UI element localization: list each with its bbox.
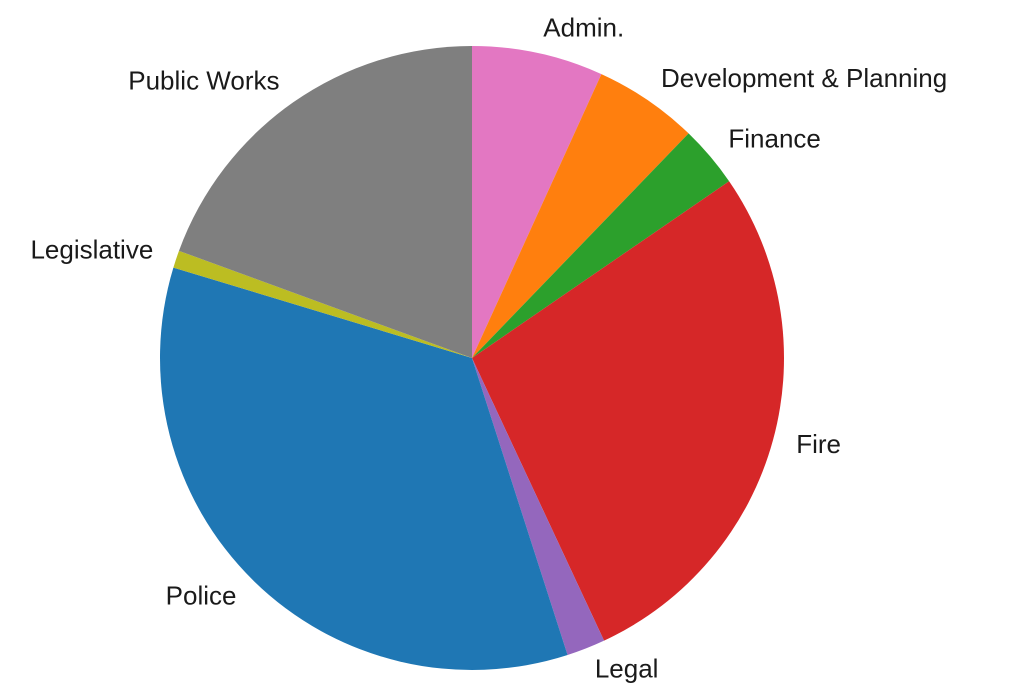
pie-slice	[472, 358, 605, 656]
slice-label: Public Works	[128, 65, 279, 95]
pie-slice	[178, 46, 472, 358]
pie-slice	[159, 267, 568, 670]
pie-slice	[472, 181, 785, 641]
slice-label: Finance	[728, 124, 821, 154]
pie-slice	[173, 250, 473, 358]
slice-label: Police	[166, 581, 237, 611]
slice-label: Legislative	[30, 234, 153, 264]
slice-label: Fire	[796, 429, 841, 459]
pie-slice	[472, 74, 689, 358]
slice-label: Admin.	[543, 13, 624, 43]
slice-label: Development & Planning	[661, 63, 947, 93]
pie-slice	[472, 46, 602, 358]
slice-label: Legal	[595, 654, 659, 684]
pie-slice	[472, 133, 730, 358]
